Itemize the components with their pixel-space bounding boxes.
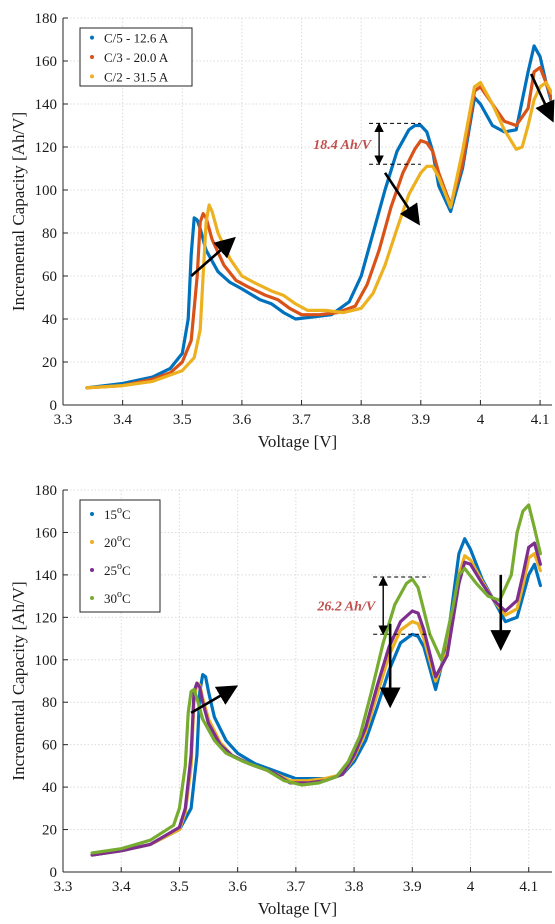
legend-marker-1 [90, 55, 94, 59]
y-tick-label: 160 [35, 54, 58, 70]
series-line-3 [90, 503, 542, 855]
legend-box [79, 499, 161, 613]
trend-arrow-2 [529, 73, 555, 123]
y-tick-label: 80 [42, 695, 57, 711]
chart-c-rate: 3.3 3.4 3.5 3.6 3.7 3.8 3.9 4 4.1 0 20 40 60 80 100 120… [9, 11, 555, 451]
y-tick-label: 100 [35, 183, 58, 199]
legend-marker-2 [90, 74, 94, 79]
y-tick-label: 20 [42, 355, 57, 371]
y-axis-label: Incremental Capacity [Ah/V] [9, 581, 28, 780]
x-tick-label: 3.5 [170, 879, 189, 895]
x-tick-label: 3.6 [233, 412, 252, 428]
legend-marker-0 [90, 35, 94, 40]
x-tick-label: 3.9 [411, 412, 430, 428]
trend-arrow-0 [190, 236, 236, 277]
x-tick-label: 4.1 [531, 412, 550, 428]
legend-entry-0: 15oC [104, 505, 131, 522]
y-tick-label: 180 [35, 483, 58, 499]
legend-marker-0 [90, 512, 94, 516]
y-tick-label: 20 [42, 823, 57, 839]
x-tick-label: 3.7 [292, 412, 311, 428]
x-tick-label: 4 [477, 412, 485, 428]
chart-temperature: 3.3 3.4 3.5 3.6 3.7 3.8 3.9 4 4.1 0 20 40 60 80 100 120… [9, 483, 552, 918]
y-tick-label: 40 [42, 780, 57, 796]
x-tick-label: 3.9 [403, 879, 422, 895]
trend-arrow-1 [383, 172, 420, 226]
y-tick-label: 120 [35, 610, 58, 626]
legend-entry-2: 25oC [104, 561, 131, 578]
y-tick-label: 120 [35, 140, 58, 156]
x-axis-label: Voltage [V] [258, 432, 337, 451]
x-tick-label: 3.8 [345, 879, 364, 895]
legend-marker-3 [90, 596, 94, 600]
x-tick-label: 3.4 [112, 879, 131, 895]
legend-entry-1: C/3 - 20.0 A [104, 50, 169, 65]
y-axis-label: Incremental Capacity [Ah/V] [9, 112, 28, 311]
trend-arrow-0 [190, 685, 239, 714]
x-axis-label: Voltage [V] [258, 899, 337, 918]
series-line-2 [85, 80, 552, 390]
y-tick-label: 0 [50, 398, 58, 414]
y-tick-label: 0 [50, 865, 58, 881]
legend-box [79, 27, 193, 87]
legend-entry-1: 20oC [104, 533, 131, 550]
y-tick-label: 140 [35, 97, 58, 113]
x-tick-label: 3.3 [54, 412, 73, 428]
series-line-2 [90, 541, 542, 857]
y-tick-label: 60 [42, 269, 57, 285]
legend-marker-1 [90, 540, 94, 544]
y-tick-label: 80 [42, 226, 57, 242]
y-tick-label: 100 [35, 653, 58, 669]
y-tick-label: 60 [42, 738, 57, 754]
legend-entry-3: 30oC [104, 589, 131, 606]
y-tick-label: 180 [35, 11, 58, 27]
legend-marker-2 [90, 568, 94, 572]
y-tick-label: 160 [35, 525, 58, 541]
x-tick-label: 3.7 [286, 879, 305, 895]
legend-entry-2: C/2 - 31.5 A [104, 69, 169, 84]
x-tick-label: 4 [467, 879, 475, 895]
x-tick-label: 3.4 [113, 412, 132, 428]
x-tick-label: 4.1 [519, 879, 538, 895]
x-tick-label: 3.5 [173, 412, 192, 428]
y-tick-label: 140 [35, 568, 58, 584]
y-tick-label: 40 [42, 312, 57, 328]
legend-entry-0: C/5 - 12.6 A [104, 31, 169, 46]
annotation-label: 26.2 Ah/V [316, 600, 376, 615]
x-tick-label: 3.8 [352, 412, 371, 428]
series-line-0 [85, 44, 552, 390]
x-tick-label: 3.3 [54, 879, 73, 895]
x-tick-label: 3.6 [228, 879, 247, 895]
annotation-label: 18.4 Ah/V [313, 138, 372, 153]
